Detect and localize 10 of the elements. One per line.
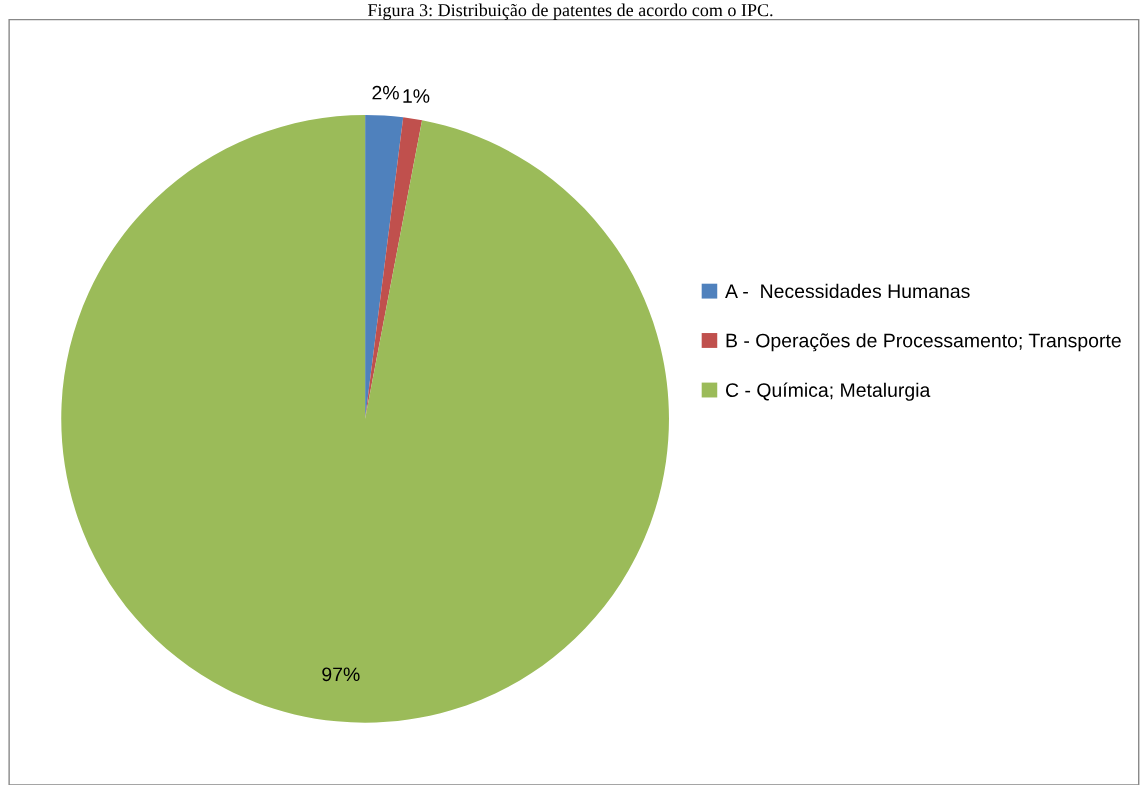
data-label: 2%	[372, 85, 399, 100]
legend-label: A - Necessidades Humanas	[725, 283, 970, 299]
legend-label: B - Operações de Processamento; Transporte	[726, 333, 1121, 352]
data-label: 1%	[403, 89, 430, 103]
data-label: 97%	[322, 667, 360, 682]
chart-title: Figura 3: Distribuição de patentes de acordo com o IPC.	[367, 3, 773, 20]
legend-label: C - Química; Metalurgia	[726, 382, 931, 401]
pie-slice	[61, 114, 669, 723]
pie-slice	[365, 114, 404, 419]
pie-slice	[365, 117, 423, 419]
